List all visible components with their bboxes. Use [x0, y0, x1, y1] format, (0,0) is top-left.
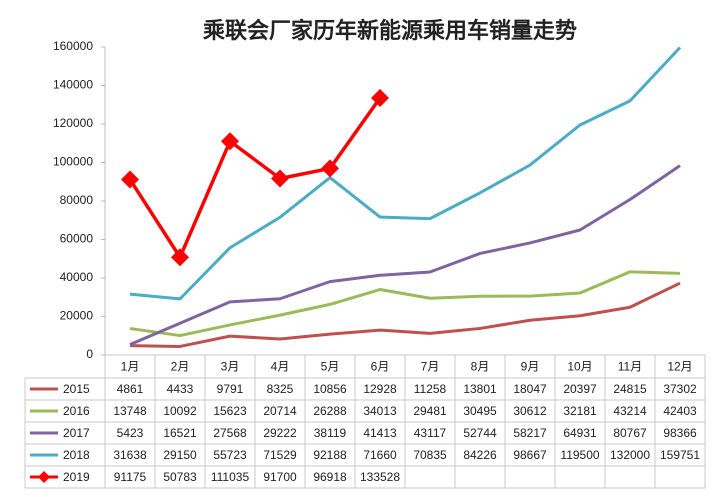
- table-cell: 30612: [513, 404, 547, 418]
- table-cell: 64931: [563, 426, 597, 440]
- table-cell: 29481: [413, 404, 447, 418]
- table-cell: 11258: [414, 382, 447, 396]
- x-tick-label: 8月: [471, 360, 490, 374]
- x-tick-label: 6月: [371, 360, 390, 374]
- table-cell: 20397: [563, 382, 597, 396]
- y-tick-label: 100000: [53, 155, 93, 169]
- table-cell: 91700: [263, 470, 297, 484]
- x-tick-label: 12月: [667, 360, 692, 374]
- legend-label: 2019: [63, 470, 90, 484]
- table-cell: 71660: [363, 448, 397, 462]
- table-cell: 8325: [267, 382, 294, 396]
- table-cell: 80767: [613, 426, 647, 440]
- table-cell: 34013: [363, 404, 397, 418]
- y-tick-label: 40000: [60, 270, 94, 284]
- table-cell: 42403: [663, 404, 697, 418]
- y-tick-label: 0: [86, 347, 93, 361]
- marker: [271, 169, 289, 188]
- x-tick-label: 9月: [521, 360, 540, 374]
- marker: [221, 132, 239, 151]
- table-cell: 27568: [213, 426, 247, 440]
- x-tick-label: 3月: [221, 360, 240, 374]
- series-line: [129, 46, 682, 301]
- chart-title: 乘联会厂家历年新能源乘用车销量走势: [202, 18, 577, 43]
- table-cell: 43214: [613, 404, 647, 418]
- marker: [371, 88, 389, 107]
- table-cell: 71529: [263, 448, 297, 462]
- table-cell: 20714: [263, 404, 297, 418]
- x-tick-label: 4月: [271, 360, 290, 374]
- table-cell: 38119: [314, 426, 347, 440]
- table-cell: 31638: [113, 448, 147, 462]
- table-cell: 29150: [163, 448, 197, 462]
- marker: [171, 248, 189, 267]
- table-cell: 9791: [217, 382, 244, 396]
- series-line: [128, 96, 382, 259]
- series-line: [129, 281, 681, 348]
- table-cell: 30495: [463, 404, 497, 418]
- marker: [321, 159, 339, 178]
- legend-label: 2016: [63, 404, 90, 418]
- x-tick-label: 7月: [421, 360, 440, 374]
- table-cell: 43117: [414, 426, 447, 440]
- table-cell: 159751: [660, 448, 700, 462]
- table-cell: 29222: [263, 426, 297, 440]
- x-tick-label: 5月: [321, 360, 340, 374]
- table-cell: 4433: [167, 382, 194, 396]
- table-cell: 24815: [613, 382, 647, 396]
- y-tick-label: 20000: [60, 309, 94, 323]
- table-cell: 98366: [663, 426, 697, 440]
- table-cell: 133528: [360, 470, 400, 484]
- legend-label: 2015: [63, 382, 90, 396]
- table-cell: 12928: [363, 382, 397, 396]
- x-tick-label: 1月: [121, 360, 140, 374]
- table-cell: 58217: [513, 426, 547, 440]
- table-cell: 91175: [114, 470, 147, 484]
- legend-label: 2018: [63, 448, 90, 462]
- y-tick-label: 60000: [60, 232, 94, 246]
- table-cell: 52744: [463, 426, 497, 440]
- y-tick-label: 140000: [53, 78, 93, 92]
- table-cell: 10856: [313, 382, 347, 396]
- y-tick-label: 160000: [53, 39, 93, 53]
- table-cell: 96918: [313, 470, 347, 484]
- marker: [121, 170, 139, 189]
- table-cell: 13801: [463, 382, 497, 396]
- legend-label: 2017: [63, 426, 90, 440]
- table-cell: 32181: [563, 404, 597, 418]
- table-cell: 15623: [213, 404, 247, 418]
- table-cell: 98667: [513, 448, 547, 462]
- table-cell: 50783: [163, 470, 197, 484]
- table-cell: 26288: [313, 404, 347, 418]
- table-cell: 5423: [117, 426, 144, 440]
- table-cell: 13748: [113, 404, 147, 418]
- x-tick-label: 2月: [171, 360, 190, 374]
- x-tick-label: 10月: [567, 360, 592, 374]
- table-cell: 84226: [463, 448, 497, 462]
- table-cell: 92188: [313, 448, 347, 462]
- table-cell: 111035: [211, 470, 250, 484]
- table-cell: 37302: [663, 382, 697, 396]
- y-tick-label: 120000: [53, 116, 93, 130]
- table-cell: 16521: [163, 426, 197, 440]
- table-cell: 41413: [363, 426, 397, 440]
- table-cell: 70835: [413, 448, 447, 462]
- legend-marker: [38, 471, 50, 483]
- table-cell: 10092: [163, 404, 197, 418]
- series-line: [129, 270, 681, 338]
- table-cell: 119500: [560, 448, 599, 462]
- table-cell: 132000: [610, 448, 650, 462]
- table-cell: 55723: [213, 448, 247, 462]
- table-cell: 4861: [117, 382, 144, 396]
- y-tick-label: 80000: [60, 193, 94, 207]
- series-line: [129, 164, 681, 346]
- table-cell: 18047: [513, 382, 547, 396]
- x-tick-label: 11月: [618, 360, 642, 374]
